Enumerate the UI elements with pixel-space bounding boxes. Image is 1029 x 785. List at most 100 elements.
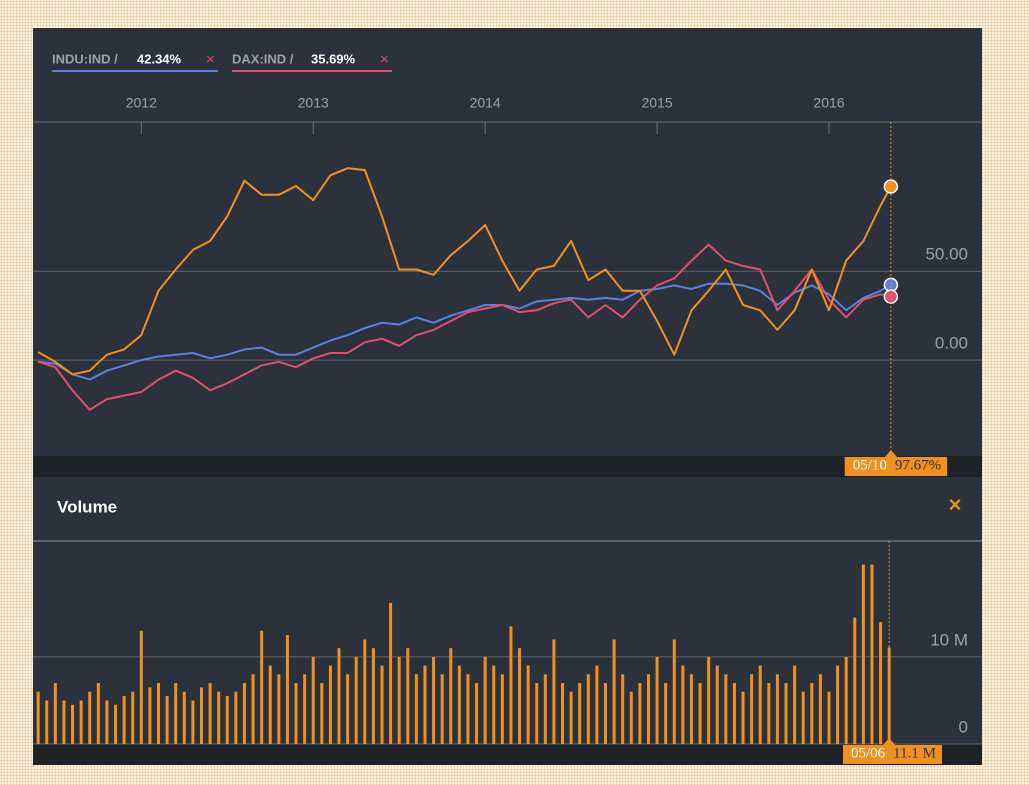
bar <box>879 622 883 744</box>
bar <box>380 665 384 744</box>
bar <box>208 683 212 744</box>
bar <box>277 674 281 744</box>
bar <box>260 630 264 744</box>
crosshair-pointer <box>883 738 896 745</box>
legend-remove[interactable]: × <box>206 51 215 68</box>
bar <box>234 691 238 744</box>
bar <box>432 656 436 744</box>
x-tick-label: 2012 <box>126 95 157 111</box>
bar <box>191 700 195 744</box>
bar <box>96 683 100 744</box>
bar <box>698 683 702 744</box>
bar <box>397 656 401 744</box>
strip <box>33 744 982 765</box>
bar <box>79 700 83 744</box>
series-line <box>37 243 892 411</box>
bar <box>561 683 565 744</box>
bar <box>509 626 513 744</box>
bar <box>638 683 642 744</box>
bar <box>45 700 49 744</box>
bar <box>131 691 135 744</box>
x-tick-label: 2013 <box>298 95 329 111</box>
bar <box>363 639 367 744</box>
bar <box>724 674 728 744</box>
bar <box>354 656 358 744</box>
bar <box>758 665 762 744</box>
y-tick-label: 50.00 <box>925 245 968 264</box>
close-button[interactable]: × <box>949 492 962 517</box>
bar <box>689 674 693 744</box>
bar <box>311 656 315 744</box>
legend-remove[interactable]: × <box>380 51 389 68</box>
bar <box>157 683 161 744</box>
crosshair-label: 05/10 97.67% <box>844 450 948 476</box>
bar <box>793 665 797 744</box>
bar <box>543 674 547 744</box>
crosshair-box <box>842 745 942 764</box>
bar <box>526 665 530 744</box>
bar <box>174 683 178 744</box>
bar <box>569 691 573 744</box>
bar <box>389 602 393 744</box>
bar <box>285 635 289 744</box>
bar <box>492 665 496 744</box>
legend-value: 35.69% <box>311 51 356 66</box>
bar <box>242 683 246 744</box>
bar <box>449 648 453 744</box>
bar <box>741 691 745 744</box>
bar <box>767 683 771 744</box>
crosshair-value: 97.67% <box>895 457 941 473</box>
bar <box>629 691 633 744</box>
bar <box>148 687 152 744</box>
bar <box>251 674 255 744</box>
bar <box>552 639 556 744</box>
legend-name: INDU:IND / <box>52 51 118 66</box>
bar <box>440 674 444 744</box>
bar <box>320 683 324 744</box>
bar <box>199 687 203 744</box>
x-tick-label: 2014 <box>470 95 501 111</box>
bar <box>732 683 736 744</box>
bar <box>105 700 109 744</box>
bar <box>836 665 840 744</box>
legend-name: DAX:IND / <box>232 51 294 66</box>
bar <box>62 700 66 744</box>
bar <box>337 648 341 744</box>
crosshair-pointer <box>884 450 897 457</box>
bar <box>303 674 307 744</box>
bar <box>784 683 788 744</box>
bar <box>182 691 186 744</box>
bar <box>139 630 143 744</box>
bar <box>346 674 350 744</box>
bar <box>681 665 685 744</box>
bar <box>225 696 229 744</box>
series-line <box>37 167 892 376</box>
bar <box>621 674 625 744</box>
panel <box>33 28 982 765</box>
bar <box>36 691 40 744</box>
crosshair-value: 11.1 M <box>893 745 936 761</box>
bar <box>518 648 522 744</box>
crosshair-date: 05/06 <box>851 745 886 761</box>
bar <box>475 683 479 744</box>
bar <box>595 665 599 744</box>
bar <box>483 656 487 744</box>
bar <box>707 656 711 744</box>
bar <box>853 617 857 744</box>
series-line <box>38 282 892 381</box>
bar <box>88 691 92 744</box>
panel-title: Volume <box>57 497 117 516</box>
bar <box>801 691 805 744</box>
bar <box>586 674 590 744</box>
bar <box>371 648 375 744</box>
x-tick-label: 2015 <box>641 95 672 111</box>
bar <box>535 683 539 744</box>
bar <box>664 683 668 744</box>
strip <box>33 456 982 477</box>
bar <box>165 696 169 744</box>
bar <box>114 704 118 744</box>
end-point <box>883 277 899 293</box>
bar <box>53 683 57 744</box>
bar <box>655 656 659 744</box>
legend-value: 42.34% <box>137 51 182 66</box>
